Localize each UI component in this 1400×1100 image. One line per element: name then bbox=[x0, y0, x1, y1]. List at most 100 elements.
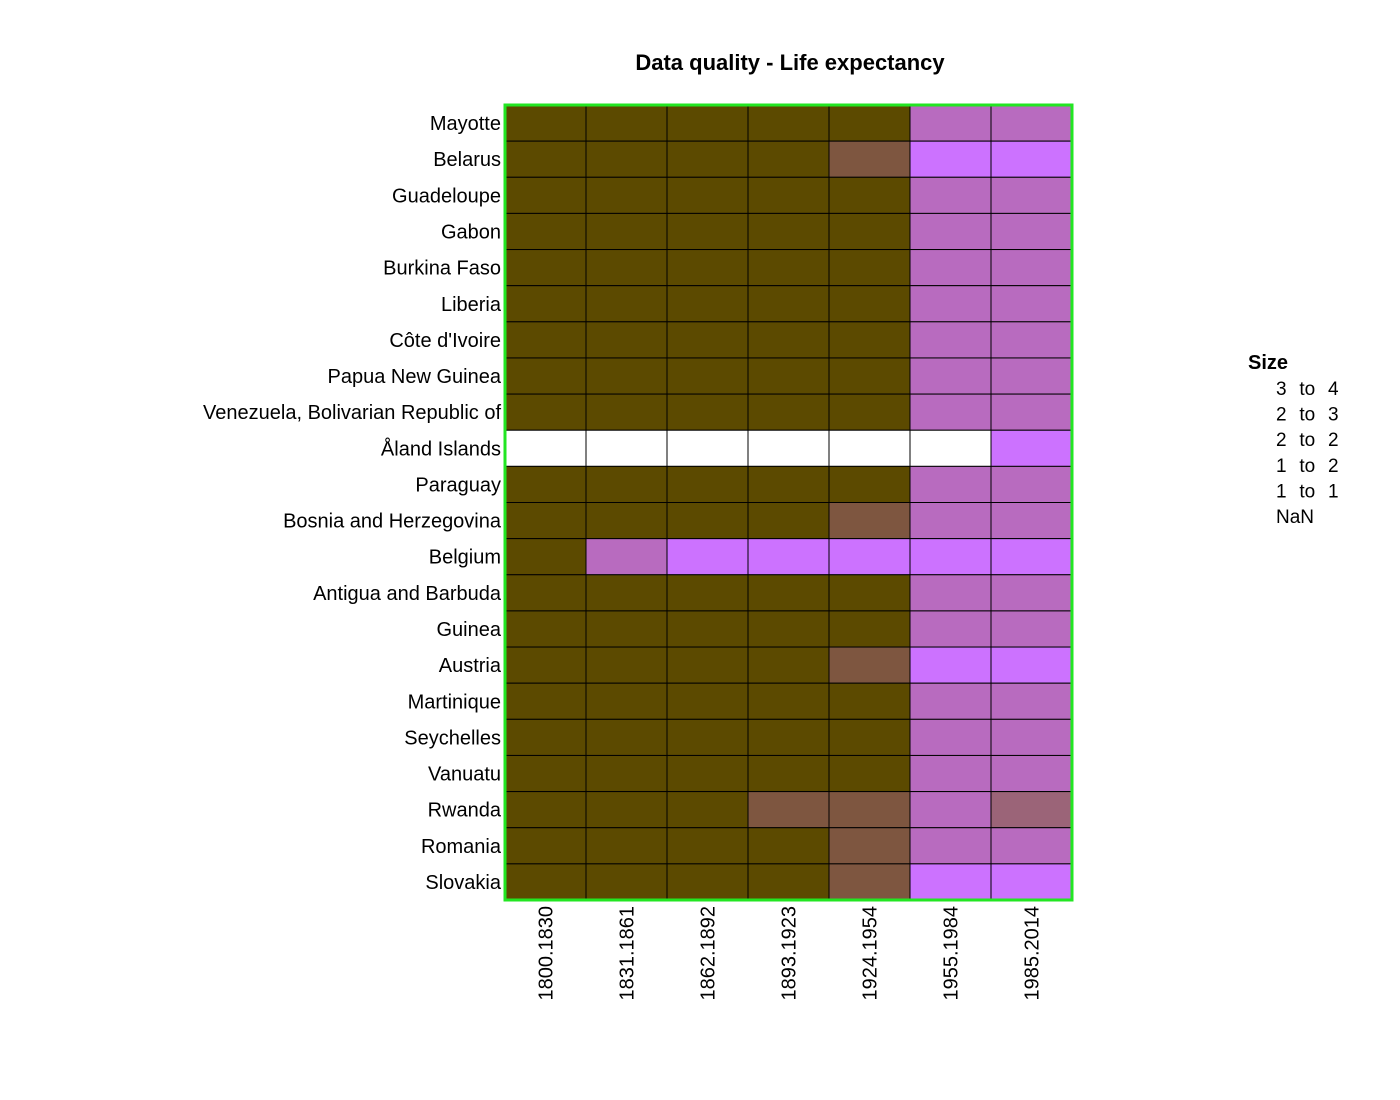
heatmap-cell bbox=[828, 682, 911, 720]
heatmap-cell bbox=[990, 393, 1073, 431]
legend-title: Size bbox=[1248, 352, 1288, 374]
heatmap-cell bbox=[585, 791, 668, 829]
heatmap-cell bbox=[828, 429, 911, 467]
heatmap-cell bbox=[504, 465, 587, 504]
heatmap-cell bbox=[828, 863, 911, 901]
heatmap-cell bbox=[909, 249, 992, 287]
heatmap-cell bbox=[585, 465, 668, 504]
heatmap-cell bbox=[585, 212, 668, 251]
heatmap-cell bbox=[747, 502, 830, 540]
heatmap-cell bbox=[828, 827, 911, 865]
heatmap-cell bbox=[828, 321, 911, 359]
heatmap-cell bbox=[990, 574, 1073, 612]
heatmap-cell bbox=[909, 791, 992, 829]
heatmap-cell bbox=[990, 682, 1073, 720]
heatmap-cell bbox=[666, 791, 749, 829]
row-label: Belgium bbox=[429, 547, 501, 569]
heatmap-cell bbox=[504, 357, 587, 395]
heatmap-cell bbox=[990, 249, 1073, 287]
heatmap-cell bbox=[504, 212, 587, 251]
heatmap-cell bbox=[585, 574, 668, 612]
heatmap-cell bbox=[747, 718, 830, 756]
heatmap-cell bbox=[585, 682, 668, 720]
heatmap-cell bbox=[504, 574, 587, 612]
heatmap-cell bbox=[990, 646, 1073, 684]
row-label: Rwanda bbox=[428, 800, 502, 822]
heatmap-cell bbox=[828, 212, 911, 251]
heatmap-cell bbox=[909, 718, 992, 756]
heatmap-cell bbox=[828, 357, 911, 395]
row-label: Mayotte bbox=[430, 113, 501, 135]
heatmap-cell bbox=[666, 321, 749, 359]
row-label: Côte d'Ivoire bbox=[389, 330, 501, 352]
heatmap-cell bbox=[585, 502, 668, 540]
heatmap-cell bbox=[504, 429, 587, 467]
heatmap-cell bbox=[504, 791, 587, 829]
heatmap-cell bbox=[747, 610, 830, 648]
heatmap-cell bbox=[909, 176, 992, 214]
heatmap-cell bbox=[585, 321, 668, 359]
heatmap-cell bbox=[909, 465, 992, 504]
heatmap-cell bbox=[666, 393, 749, 431]
heatmap-cell bbox=[990, 140, 1073, 178]
heatmap-cell bbox=[504, 502, 587, 540]
column-label: 1800.1830 bbox=[536, 906, 558, 1001]
heatmap-cell bbox=[504, 140, 587, 178]
heatmap-cell bbox=[828, 502, 911, 540]
heatmap-cell bbox=[504, 538, 587, 576]
heatmap-cell bbox=[585, 610, 668, 648]
row-label: Liberia bbox=[441, 294, 502, 316]
column-label: 1985.2014 bbox=[1022, 906, 1044, 1001]
heatmap-cell bbox=[504, 176, 587, 214]
heatmap-cell bbox=[909, 538, 992, 576]
legend: Size 3 to 4 2 to 3 2 to 2 1 to 2 1 to 1 NaN bbox=[1248, 352, 1339, 528]
row-label: Austria bbox=[439, 655, 502, 677]
heatmap-cell bbox=[585, 754, 668, 793]
heatmap-cell bbox=[990, 791, 1073, 829]
heatmap-cell bbox=[585, 538, 668, 576]
heatmap-cell bbox=[990, 285, 1073, 323]
plot-border bbox=[503, 103, 1074, 902]
heatmap-cell bbox=[585, 429, 668, 467]
heatmap-cell bbox=[585, 827, 668, 865]
heatmap-cell bbox=[909, 357, 992, 395]
heatmap-cell bbox=[747, 212, 830, 251]
heatmap-cell bbox=[585, 646, 668, 684]
column-label: 1831.1861 bbox=[617, 906, 639, 1001]
legend-items: 3 to 4 2 to 3 2 to 2 1 to 2 1 to 1 NaN bbox=[1276, 379, 1339, 528]
heatmap-cell bbox=[504, 285, 587, 323]
row-label: Paraguay bbox=[415, 474, 501, 496]
heatmap-cell bbox=[990, 863, 1073, 901]
heatmap-cell bbox=[504, 682, 587, 720]
heatmap-cell bbox=[747, 646, 830, 684]
heatmap-cell bbox=[990, 357, 1073, 395]
heatmap-cell bbox=[504, 610, 587, 648]
heatmap-cell bbox=[909, 321, 992, 359]
heatmap-cell bbox=[585, 357, 668, 395]
column-label: 1893.1923 bbox=[779, 906, 801, 1001]
heatmap-cell bbox=[666, 610, 749, 648]
heatmap-cell bbox=[747, 321, 830, 359]
heatmap-cell bbox=[909, 285, 992, 323]
heatmap-cell bbox=[990, 176, 1073, 214]
row-label: Bosnia and Herzegovina bbox=[283, 511, 502, 533]
heatmap-cell bbox=[990, 754, 1073, 793]
heatmap-cell bbox=[666, 574, 749, 612]
heatmap-cell bbox=[828, 791, 911, 829]
heatmap-cell bbox=[585, 863, 668, 901]
heatmap-cell bbox=[747, 863, 830, 901]
heatmap-cell bbox=[909, 827, 992, 865]
row-label: Guadeloupe bbox=[392, 185, 501, 207]
row-label: Belarus bbox=[433, 149, 501, 171]
heatmap-cell bbox=[504, 863, 587, 901]
heatmap-cell bbox=[666, 682, 749, 720]
row-label: Guinea bbox=[437, 619, 502, 641]
heatmap-cell bbox=[990, 429, 1073, 467]
heatmap-cell bbox=[504, 718, 587, 756]
heatmap-cell bbox=[585, 393, 668, 431]
heatmap-cell bbox=[909, 754, 992, 793]
heatmap-cell bbox=[747, 754, 830, 793]
heatmap-cell bbox=[585, 285, 668, 323]
heatmap-cell bbox=[828, 104, 911, 142]
